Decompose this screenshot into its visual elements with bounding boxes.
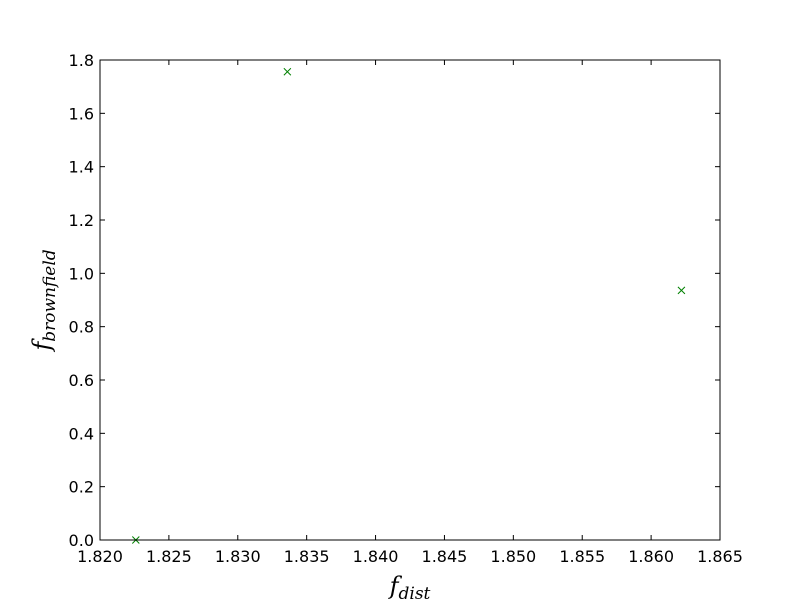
data-point <box>283 67 292 76</box>
y-axis-label-subscript: brownfield <box>40 249 60 342</box>
data-point <box>677 286 686 295</box>
y-axis-label: fbrownfield <box>28 249 60 352</box>
y-tick-label: 0.2 <box>69 478 94 497</box>
y-tick-label: 0.8 <box>69 318 94 337</box>
x-tick-label: 1.840 <box>353 547 399 566</box>
x-tick-label: 1.830 <box>215 547 261 566</box>
x-tick-label: 1.865 <box>697 547 743 566</box>
x-tick-label: 1.825 <box>146 547 192 566</box>
y-tick-label: 1.4 <box>69 158 94 177</box>
y-tick-label: 0.6 <box>69 371 94 390</box>
x-tick-label: 1.820 <box>77 547 123 566</box>
x-tick-label: 1.860 <box>628 547 674 566</box>
y-tick-label: 1.6 <box>69 104 94 123</box>
tick-labels: 1.820 1.825 1.830 1.835 1.840 1.845 1.850 1.855… <box>69 51 743 566</box>
plot-area <box>100 60 720 540</box>
y-tick-label: 1.2 <box>69 211 94 230</box>
y-tick-label: 1.8 <box>69 51 94 70</box>
x-tick-label: 1.850 <box>490 547 536 566</box>
x-tick-label: 1.835 <box>284 547 330 566</box>
plot-frame <box>99 59 721 541</box>
x-axis-label: fdist <box>388 572 431 600</box>
y-tick-label: 1.0 <box>69 264 94 283</box>
y-tick-label: 0.0 <box>69 531 94 550</box>
x-axis-label-subscript: dist <box>399 584 431 600</box>
x-tick-label: 1.855 <box>559 547 605 566</box>
y-tick-label: 0.4 <box>69 424 94 443</box>
x-tick-label: 1.845 <box>422 547 468 566</box>
